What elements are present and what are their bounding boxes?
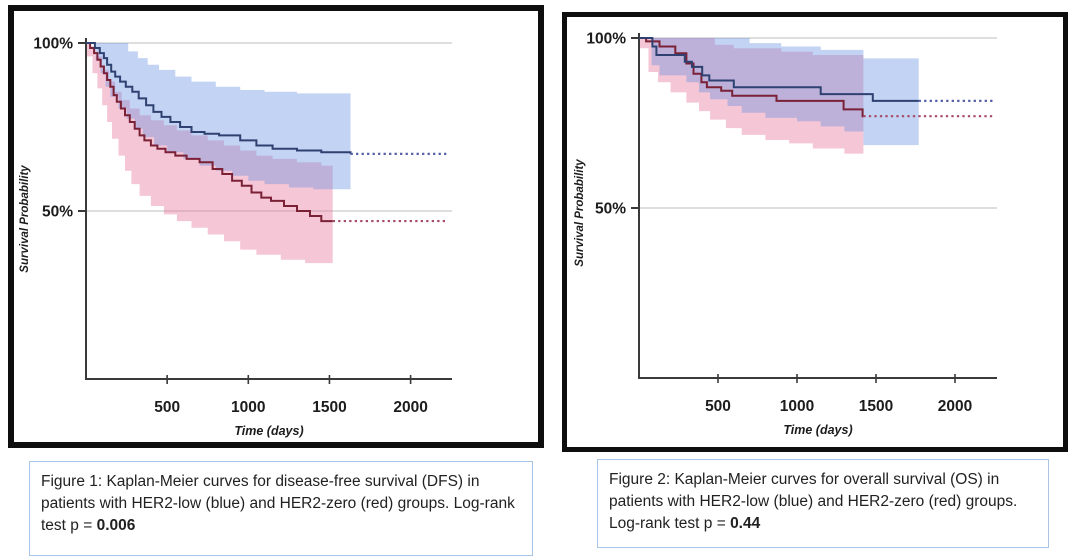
- her2-zero-confidence-band: [86, 43, 333, 265]
- x-tick-label: 2000: [938, 398, 972, 415]
- y-tick-label: 50%: [595, 201, 626, 218]
- her2-zero-confidence-band: [639, 38, 864, 161]
- x-tick-label: 500: [154, 399, 180, 416]
- figure-1-panel: 100% 50% 500 1000 1500 2000 Time (days) Surviva…: [8, 5, 544, 448]
- km-chart-os: 100% 50% 500 1000 1500 2000 Time (days) Surviva…: [574, 31, 997, 437]
- x-tick-label: 1000: [231, 399, 265, 416]
- figure-1-caption-text: Figure 1: Kaplan-Meier curves for diseas…: [41, 473, 515, 534]
- her2-low-survival-curve: [639, 37, 919, 102]
- x-tick-label: 1500: [859, 398, 893, 415]
- x-tick-label: 500: [705, 398, 731, 415]
- her2-zero-survival-curve: [86, 42, 333, 223]
- y-tick-label: 50%: [42, 204, 73, 221]
- figure-1-caption: Figure 1: Kaplan-Meier curves for diseas…: [29, 461, 533, 556]
- x-axis-title: Time (days): [234, 424, 303, 438]
- figure-2-p-value: 0.44: [730, 515, 761, 532]
- her2-low-survival-curve: [86, 42, 352, 154]
- y-tick-label: 100%: [586, 31, 626, 48]
- her2-low-confidence-band: [86, 43, 351, 191]
- her2-zero-survival-curve: [639, 37, 864, 118]
- x-tick-label: 2000: [393, 399, 427, 416]
- figure-1-p-value: 0.006: [96, 517, 136, 534]
- y-axis-title: Survival Probability: [574, 159, 586, 267]
- figure-2-caption: Figure 2: Kaplan-Meier curves for overal…: [597, 459, 1049, 548]
- x-tick-label: 1500: [312, 399, 346, 416]
- x-axis-title: Time (days): [783, 423, 852, 437]
- figure-2-caption-text: Figure 2: Kaplan-Meier curves for overal…: [609, 471, 1018, 532]
- y-axis-title: Survival Probability: [19, 165, 31, 273]
- figure-2-panel: 100% 50% 500 1000 1500 2000 Time (days) Surviva…: [562, 12, 1068, 452]
- x-tick-label: 1000: [780, 398, 814, 415]
- her2-low-confidence-band: [639, 38, 919, 146]
- y-tick-label: 100%: [33, 36, 73, 53]
- km-chart-dfs: 100% 50% 500 1000 1500 2000 Time (days) Surviva…: [19, 36, 452, 438]
